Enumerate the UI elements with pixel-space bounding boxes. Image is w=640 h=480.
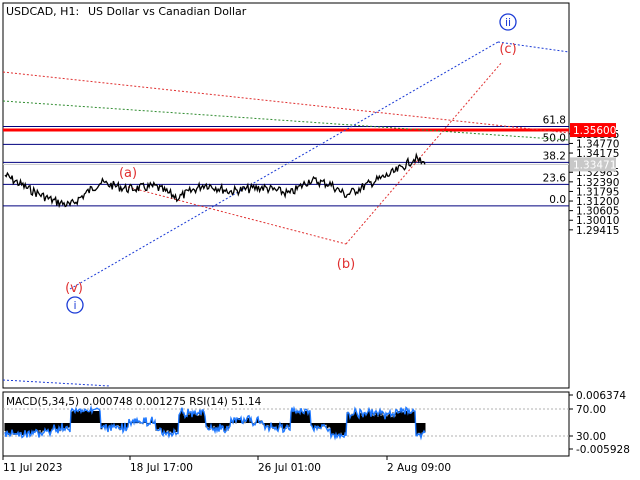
fibonacci-levels: 61.8 50.0 38.2 23.6 0.0 [3,115,569,207]
indicator-tick-label: 70.00 [576,404,606,416]
indicator-label: MACD(5,34,5) 0.000748 0.001275 RSI(14) 5… [6,396,262,408]
time-tick-label: 26 Jul 01:00 [258,462,321,474]
red-dotted-wave-a-b [127,186,347,245]
fib-level-label: 23.6 [543,172,567,184]
price-series [4,152,426,209]
wave-label-ii: ii [499,13,517,31]
wave-label-b: (b) [337,257,355,272]
svg-text:1.35600: 1.35600 [573,125,616,137]
indicator-tick-label: 0.006374 [576,390,626,402]
price-tick-label: 1.32390 [576,177,619,189]
indicator-tick-label: 30.00 [576,431,606,443]
fib-level-label: 38.2 [543,150,566,162]
rsi-line [4,404,426,441]
wave-labels: (a)(b)(c)(v)iii [65,13,517,314]
svg-text:1.33471: 1.33471 [573,159,616,171]
wave-label-i: i [66,296,84,314]
indicator-tick-label: -0.005928 [576,444,630,456]
fib-level-label: 0.0 [549,194,566,206]
wave-label-c: (c) [499,42,516,57]
fib-level-label: 50.0 [543,132,566,144]
fib-level-label: 61.8 [543,115,566,127]
main-plot-frame [2,2,570,389]
macd-rsi-indicator: 0.006374 70.00 30.00-0.005928 [3,390,630,456]
price-tick-label: 1.34770 [576,138,619,150]
price-line [4,152,426,209]
time-tick-label: 11 Jul 2023 [3,462,62,474]
wave-label-v: (v) [65,281,83,296]
current-price-tag: 1.33471 [570,157,616,172]
symbol-label: USDCAD, H1: [6,5,79,18]
trend-lines [2,41,570,387]
svg-text:ii: ii [505,16,511,29]
price-tick-label: 1.31795 [576,186,619,198]
time-axis: 11 Jul 2023 18 Jul 17:00 26 Jul 01:00 2 Aug… [2,456,451,474]
symbol-description: US Dollar vs Canadian Dollar [88,5,247,18]
green-dotted-channel [2,100,570,141]
time-tick-label: 2 Aug 09:00 [387,462,451,474]
resistance-price-tag: 1.35600 [570,123,616,138]
blue-dotted-lower-left [2,379,111,387]
wave-label-a: (a) [119,166,137,181]
price-axis: 1.353651.347701.341751.329851.323901.317… [569,123,619,237]
price-tick-label: 1.30010 [576,215,619,227]
price-tick-label: 1.30605 [576,206,619,218]
price-tick-label: 1.31200 [576,196,619,208]
svg-text:i: i [73,299,76,312]
red-dotted-channel-upper [2,71,570,134]
price-tick-label: 1.34175 [576,148,619,160]
time-tick-label: 18 Jul 17:00 [130,462,193,474]
price-tick-label: 1.29415 [576,225,619,237]
